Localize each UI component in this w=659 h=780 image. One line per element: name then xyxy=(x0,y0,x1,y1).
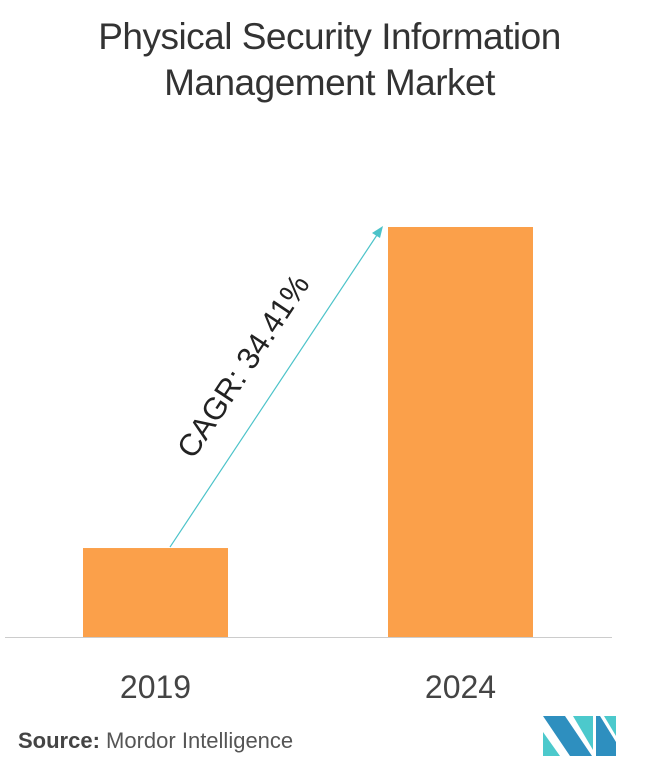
source-text: Mordor Intelligence xyxy=(106,728,294,753)
logo-shape-1 xyxy=(543,716,592,756)
cagr-label: CAGR: 34.41% xyxy=(170,268,316,464)
mordor-logo xyxy=(543,716,616,756)
cagr-arrow xyxy=(169,231,380,548)
arrow-head-icon xyxy=(372,226,383,238)
logo-shape-2 xyxy=(543,732,560,756)
logo-shape-3 xyxy=(573,716,593,750)
logo-shape-4 xyxy=(596,716,616,756)
bar-2019 xyxy=(83,548,228,637)
source-label: Source: xyxy=(18,728,100,753)
x-tick-label: 2019 xyxy=(120,669,191,705)
chart-title: Physical Security Information Management… xyxy=(98,16,561,103)
bar-2024 xyxy=(388,227,533,637)
x-tick-label: 2024 xyxy=(425,669,496,705)
source-note: Source: Mordor Intelligence xyxy=(18,728,293,754)
logo-shape-5 xyxy=(604,716,616,736)
